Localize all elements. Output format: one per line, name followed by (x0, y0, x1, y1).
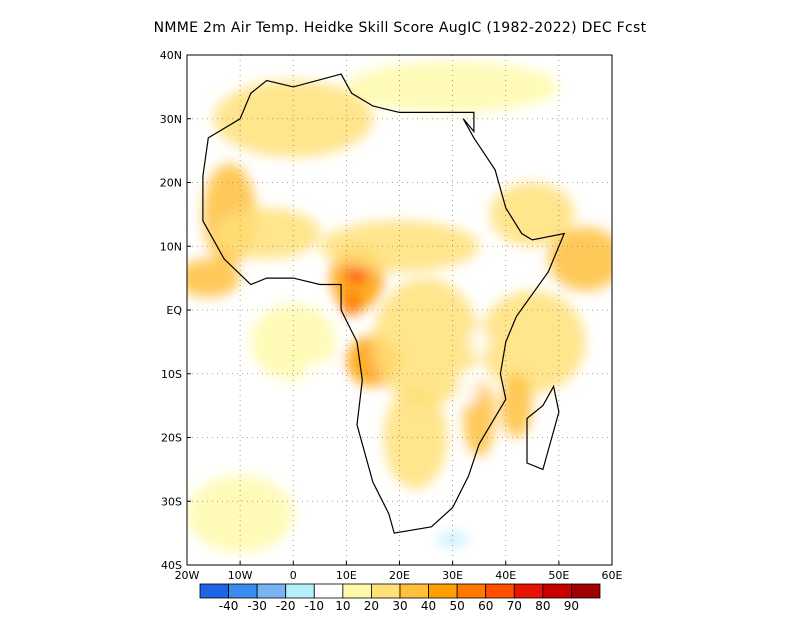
colorbar-label: -20 (276, 599, 296, 613)
colorbar-label: 60 (478, 599, 493, 613)
colorbar-label: 80 (535, 599, 550, 613)
skill-score-field (187, 61, 612, 553)
x-tick-label: 10E (336, 569, 357, 582)
colorbar-label: 10 (335, 599, 350, 613)
y-tick-label: EQ (166, 304, 182, 317)
x-axis-ticks: 20W 10W 0 10E 20E 30E 40E 50E 60E (175, 561, 623, 582)
skill-region-16 (346, 61, 559, 113)
skill-region-7 (319, 220, 480, 272)
skill-region-25 (468, 329, 490, 355)
colorbar-label: 70 (507, 599, 522, 613)
colorbar-swatch (399, 583, 429, 599)
x-tick-label: 60E (602, 569, 623, 582)
skill-region-5 (341, 290, 363, 317)
skill-region-9 (383, 386, 448, 489)
x-tick-label: 20W (175, 569, 200, 582)
map-title: NMME 2m Air Temp. Heidke Skill Score Aug… (153, 20, 647, 36)
colorbar-label: -40 (219, 599, 239, 613)
colorbar-swatch (313, 583, 344, 599)
skill-region-2 (213, 208, 320, 259)
y-tick-label: 20S (161, 432, 182, 445)
colorbar-swatch (456, 583, 487, 599)
colorbar-label: 90 (564, 599, 579, 613)
y-axis-ticks: 40N 30N 20N 10N EQ 10S 20S 30S 40S (160, 49, 191, 572)
colorbar-swatch (256, 583, 287, 599)
skill-region-21 (457, 367, 480, 406)
colorbar-label: 40 (421, 599, 436, 613)
colorbar-swatch (228, 583, 258, 599)
colorbar-swatch (542, 583, 572, 599)
colorbar-swatch (428, 583, 458, 599)
colorbar-swatch (285, 583, 315, 599)
y-tick-label: 40S (161, 559, 182, 572)
skill-region-11 (489, 182, 575, 247)
colorbar-label: 20 (364, 599, 379, 613)
colorbar-label: -30 (247, 599, 267, 613)
colorbar-swatch (342, 583, 372, 599)
x-tick-label: 10W (228, 569, 253, 582)
y-tick-label: 10N (160, 240, 182, 253)
y-tick-label: 10S (161, 368, 182, 381)
skill-region-14 (500, 373, 533, 438)
skill-region-0 (187, 259, 241, 298)
colorbar-label: 50 (450, 599, 465, 613)
skill-region-24 (574, 507, 597, 521)
skill-region-12 (548, 227, 612, 291)
africa-coastline (202, 73, 566, 534)
skill-region-18 (250, 303, 336, 381)
colorbar-swatch (371, 583, 401, 599)
colorbar: -40 -30 -20 -10 10 20 30 40 50 60 70 80 90 (199, 583, 601, 613)
colorbar-swatch (485, 583, 515, 599)
x-tick-label: 40E (495, 569, 516, 582)
coastlines (202, 73, 566, 534)
skill-region-23 (436, 533, 469, 546)
skill-region-17 (187, 475, 294, 553)
x-tick-label: 30E (442, 569, 463, 582)
y-tick-label: 20N (160, 177, 182, 190)
x-tick-label: 50E (548, 569, 569, 582)
skill-region-15 (213, 80, 373, 157)
y-tick-label: 30N (160, 113, 182, 126)
y-tick-label: 40N (160, 49, 182, 62)
colorbar-label: 30 (392, 599, 407, 613)
colorbar-swatch (513, 583, 544, 599)
colorbar-swatch (199, 583, 229, 599)
x-tick-label: 0 (290, 569, 297, 582)
y-tick-label: 30S (161, 495, 182, 508)
skill-region-13 (479, 290, 586, 393)
madagascar-coastline (526, 384, 560, 471)
gridlines (187, 55, 612, 565)
colorbar-label: -10 (304, 599, 324, 613)
skill-region-20 (303, 361, 336, 387)
skill-region-26 (187, 354, 209, 368)
x-tick-label: 20E (389, 569, 410, 582)
colorbar-swatch (571, 583, 601, 599)
